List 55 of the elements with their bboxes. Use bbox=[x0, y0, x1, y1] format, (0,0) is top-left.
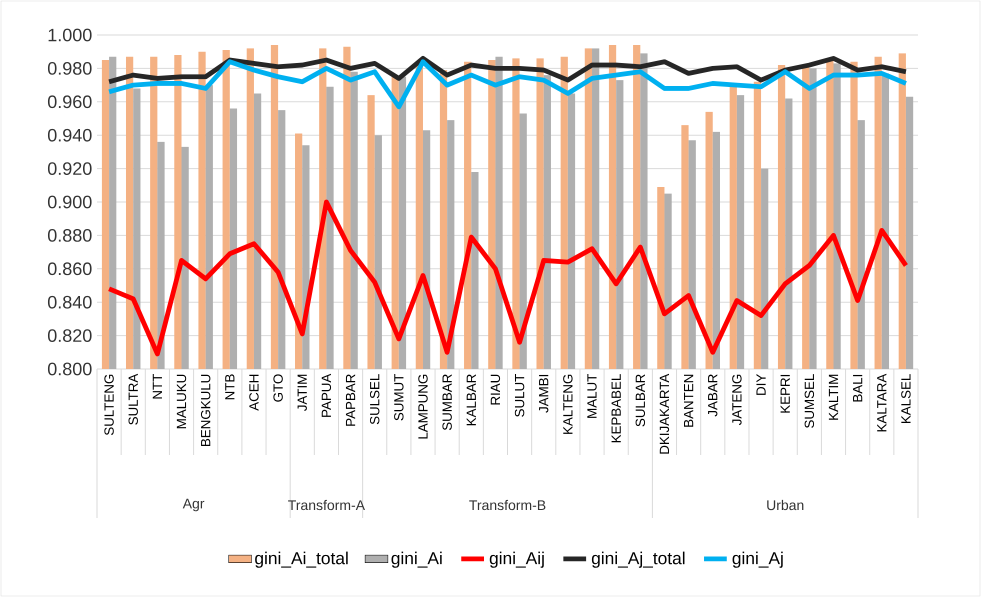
x-tick-label: JABAR bbox=[708, 374, 718, 416]
x-tick-label: SUMUT bbox=[394, 374, 404, 421]
x-tick-label: BALI bbox=[853, 374, 862, 402]
x-tick-label: SUMBAR bbox=[442, 374, 452, 430]
x-tick-label: PAPBAR bbox=[346, 374, 356, 426]
y-tick-label: 0.980 bbox=[48, 62, 92, 75]
legend-label: gini_Aij bbox=[490, 552, 544, 568]
x-tick-label: SULBAR bbox=[636, 374, 646, 426]
x-tick-label: RIAU bbox=[490, 374, 500, 404]
y-tick-label: 1.000 bbox=[48, 28, 92, 42]
x-tick-label: SULUT bbox=[514, 374, 524, 417]
x-tick-label: JATENG bbox=[732, 374, 742, 426]
legend-label: gini_Aj bbox=[732, 552, 783, 568]
x-tick-label: KALTARA bbox=[877, 374, 886, 432]
text: Agr bbox=[182, 498, 204, 512]
x-tick-label: SUMSEL bbox=[804, 374, 814, 428]
y-tick-label: 0.800 bbox=[48, 362, 92, 376]
y-tick-label: 0.840 bbox=[48, 296, 92, 309]
y-tick-label: 0.940 bbox=[48, 128, 92, 142]
x-tick-label: KALTIM bbox=[828, 374, 838, 420]
x-tick-label: KALSEL bbox=[901, 374, 911, 424]
text: Transform-A bbox=[288, 500, 366, 510]
x-tick-label: SULTRA bbox=[128, 374, 138, 425]
x-tick-label: ACEH bbox=[249, 374, 259, 411]
x-tick-label: SULTENG bbox=[104, 374, 114, 436]
x-tick-label: LAMPUNG bbox=[418, 374, 428, 439]
x-tick-label: KALTENG bbox=[563, 374, 573, 434]
y-tick-label: 0.920 bbox=[48, 162, 92, 175]
x-tick-label: BANTEN bbox=[684, 374, 694, 427]
text: Urban bbox=[767, 500, 804, 510]
y-tick-label: 0.900 bbox=[48, 196, 92, 208]
x-tick-label: MALUKU bbox=[176, 374, 186, 428]
x-tick-label: NTT bbox=[152, 374, 162, 399]
y-tick-label: 0.820 bbox=[48, 329, 92, 342]
legend-label: gini_Ai bbox=[392, 552, 442, 568]
x-tick-label: PAPUA bbox=[322, 374, 332, 417]
x-tick-label: KEPBABEL bbox=[612, 374, 621, 442]
x-tick-label: DIY bbox=[756, 374, 766, 395]
y-tick-label: 0.880 bbox=[48, 229, 92, 242]
x-tick-label: JATIM bbox=[298, 374, 307, 412]
x-tick-label: NTB bbox=[225, 374, 234, 400]
x-tick-label: KALBAR bbox=[466, 374, 476, 426]
x-tick-label: SULSEL bbox=[370, 374, 380, 424]
legend-label: gini_Aj_total bbox=[592, 552, 684, 568]
x-tick-label: GTO bbox=[273, 374, 283, 402]
text: Transform-B bbox=[469, 500, 546, 510]
x-tick-label: BENGKULU bbox=[200, 374, 210, 446]
y-tick-label: 0.960 bbox=[48, 95, 92, 108]
x-tick-label: KEPRI bbox=[780, 374, 790, 413]
x-tick-label: DKIJAKARTA bbox=[660, 374, 670, 454]
y-tick-label: 0.860 bbox=[48, 262, 92, 276]
x-tick-label: JAMBI bbox=[539, 374, 548, 413]
legend-label: gini_Ai_total bbox=[255, 552, 348, 568]
line-series bbox=[106, 200, 908, 356]
x-tick-label: MALUT bbox=[587, 374, 597, 418]
